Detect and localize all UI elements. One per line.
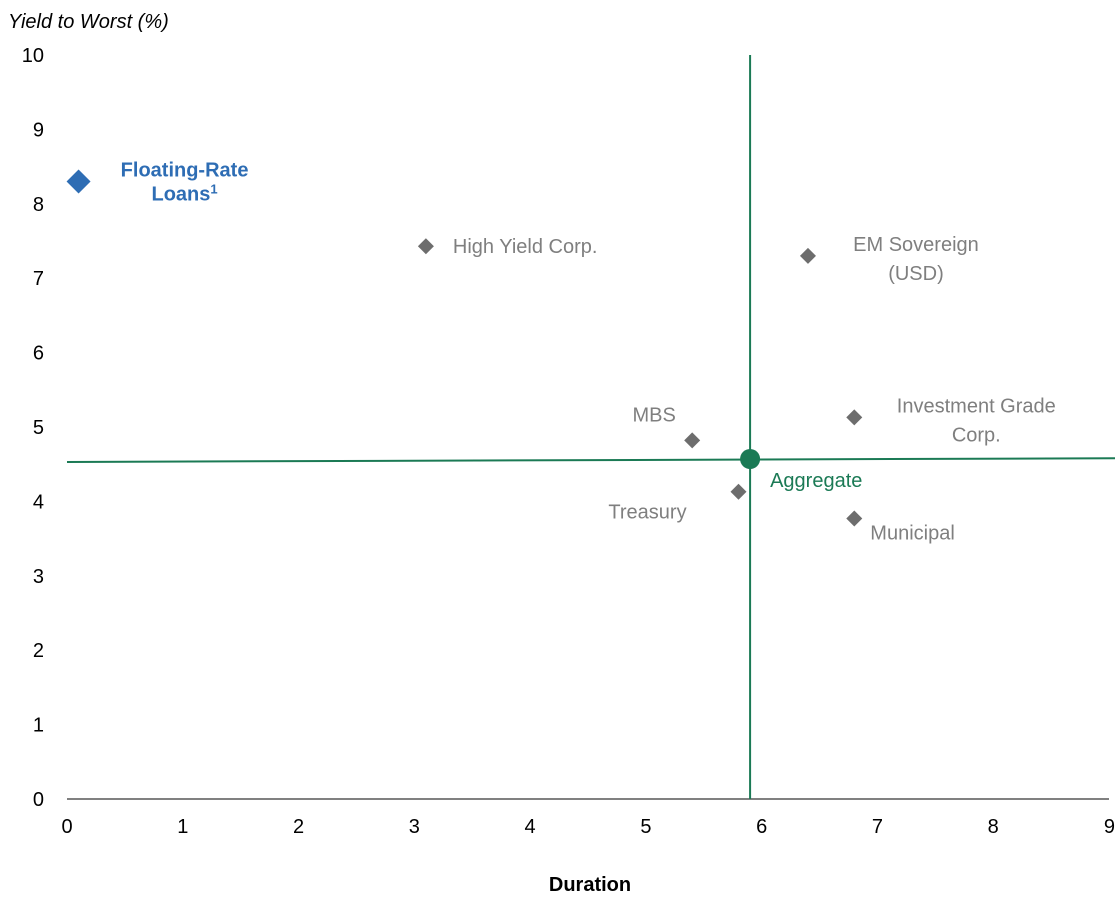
point-label-line: Investment Grade (897, 395, 1056, 417)
data-point-diamond (799, 247, 816, 264)
y-tick-label: 3 (33, 566, 44, 588)
y-tick-label: 0 (33, 789, 44, 811)
x-tick-label: 1 (177, 816, 188, 838)
point-label: Floating-Rate Loans1 (121, 159, 249, 205)
point-label-line: MBS (633, 404, 676, 426)
x-tick-label: 5 (640, 816, 651, 838)
point-label-line: EM Sovereign (853, 234, 979, 256)
data-points (66, 169, 863, 527)
y-tick-label: 4 (33, 491, 44, 513)
point-label-line: Treasury (608, 502, 686, 524)
footnote-superscript: 1 (210, 181, 217, 196)
y-tick-label: 8 (33, 194, 44, 216)
x-tick-label: 3 (409, 816, 420, 838)
data-point-diamond (66, 169, 91, 194)
point-label: Treasury (608, 502, 686, 524)
point-label: High Yield Corp. (453, 236, 598, 258)
point-label: EM Sovereign (USD) (853, 234, 979, 285)
y-tick-label: 6 (33, 343, 44, 365)
point-label-line: Municipal (870, 523, 954, 545)
y-tick-label: 7 (33, 268, 44, 290)
x-tick-label: 7 (872, 816, 883, 838)
data-point-diamond (684, 432, 701, 449)
data-point-diamond (846, 510, 863, 527)
x-tick-label: 6 (756, 816, 767, 838)
reference-lines (66, 55, 1115, 799)
point-label: Municipal (870, 523, 954, 545)
y-tick-label: 10 (22, 45, 44, 67)
y-axis-title: Yield to Worst (%) (8, 11, 169, 33)
data-point-diamond (730, 483, 747, 500)
point-labels: Floating-Rate Loans1 High Yield Corp. EM So… (121, 159, 1056, 544)
point-label-line: Corp. (952, 424, 1001, 446)
y-tick-label: 1 (33, 715, 44, 737)
y-tick-label: 2 (33, 640, 44, 662)
horizontal-reference-line (66, 457, 1115, 463)
x-tick-label: 9 (1104, 816, 1115, 838)
y-tick-label: 5 (33, 417, 44, 439)
data-point-diamond (417, 238, 434, 255)
point-label-line: (USD) (888, 263, 944, 285)
point-label-line: High Yield Corp. (453, 236, 598, 258)
point-label: Investment Grade Corp. (897, 395, 1056, 446)
point-label: Aggregate (770, 470, 862, 492)
x-tick-label: 0 (61, 816, 72, 838)
x-tick-label: 8 (988, 816, 999, 838)
point-label-line: Loans (152, 183, 211, 205)
data-point-diamond (846, 409, 863, 426)
x-axis-title: Duration (549, 874, 631, 896)
point-label-line: Floating-Rate (121, 159, 249, 181)
x-tick-label: 4 (525, 816, 536, 838)
data-point-aggregate (740, 448, 761, 469)
x-tick-label: 2 (293, 816, 304, 838)
point-label-line: Aggregate (770, 470, 862, 492)
axes: 0 1 2 3 4 5 6 7 8 9 0 1 2 3 4 5 6 7 8 9 10 (22, 45, 1115, 838)
point-label: MBS (633, 404, 676, 426)
y-tick-label: 9 (33, 119, 44, 141)
